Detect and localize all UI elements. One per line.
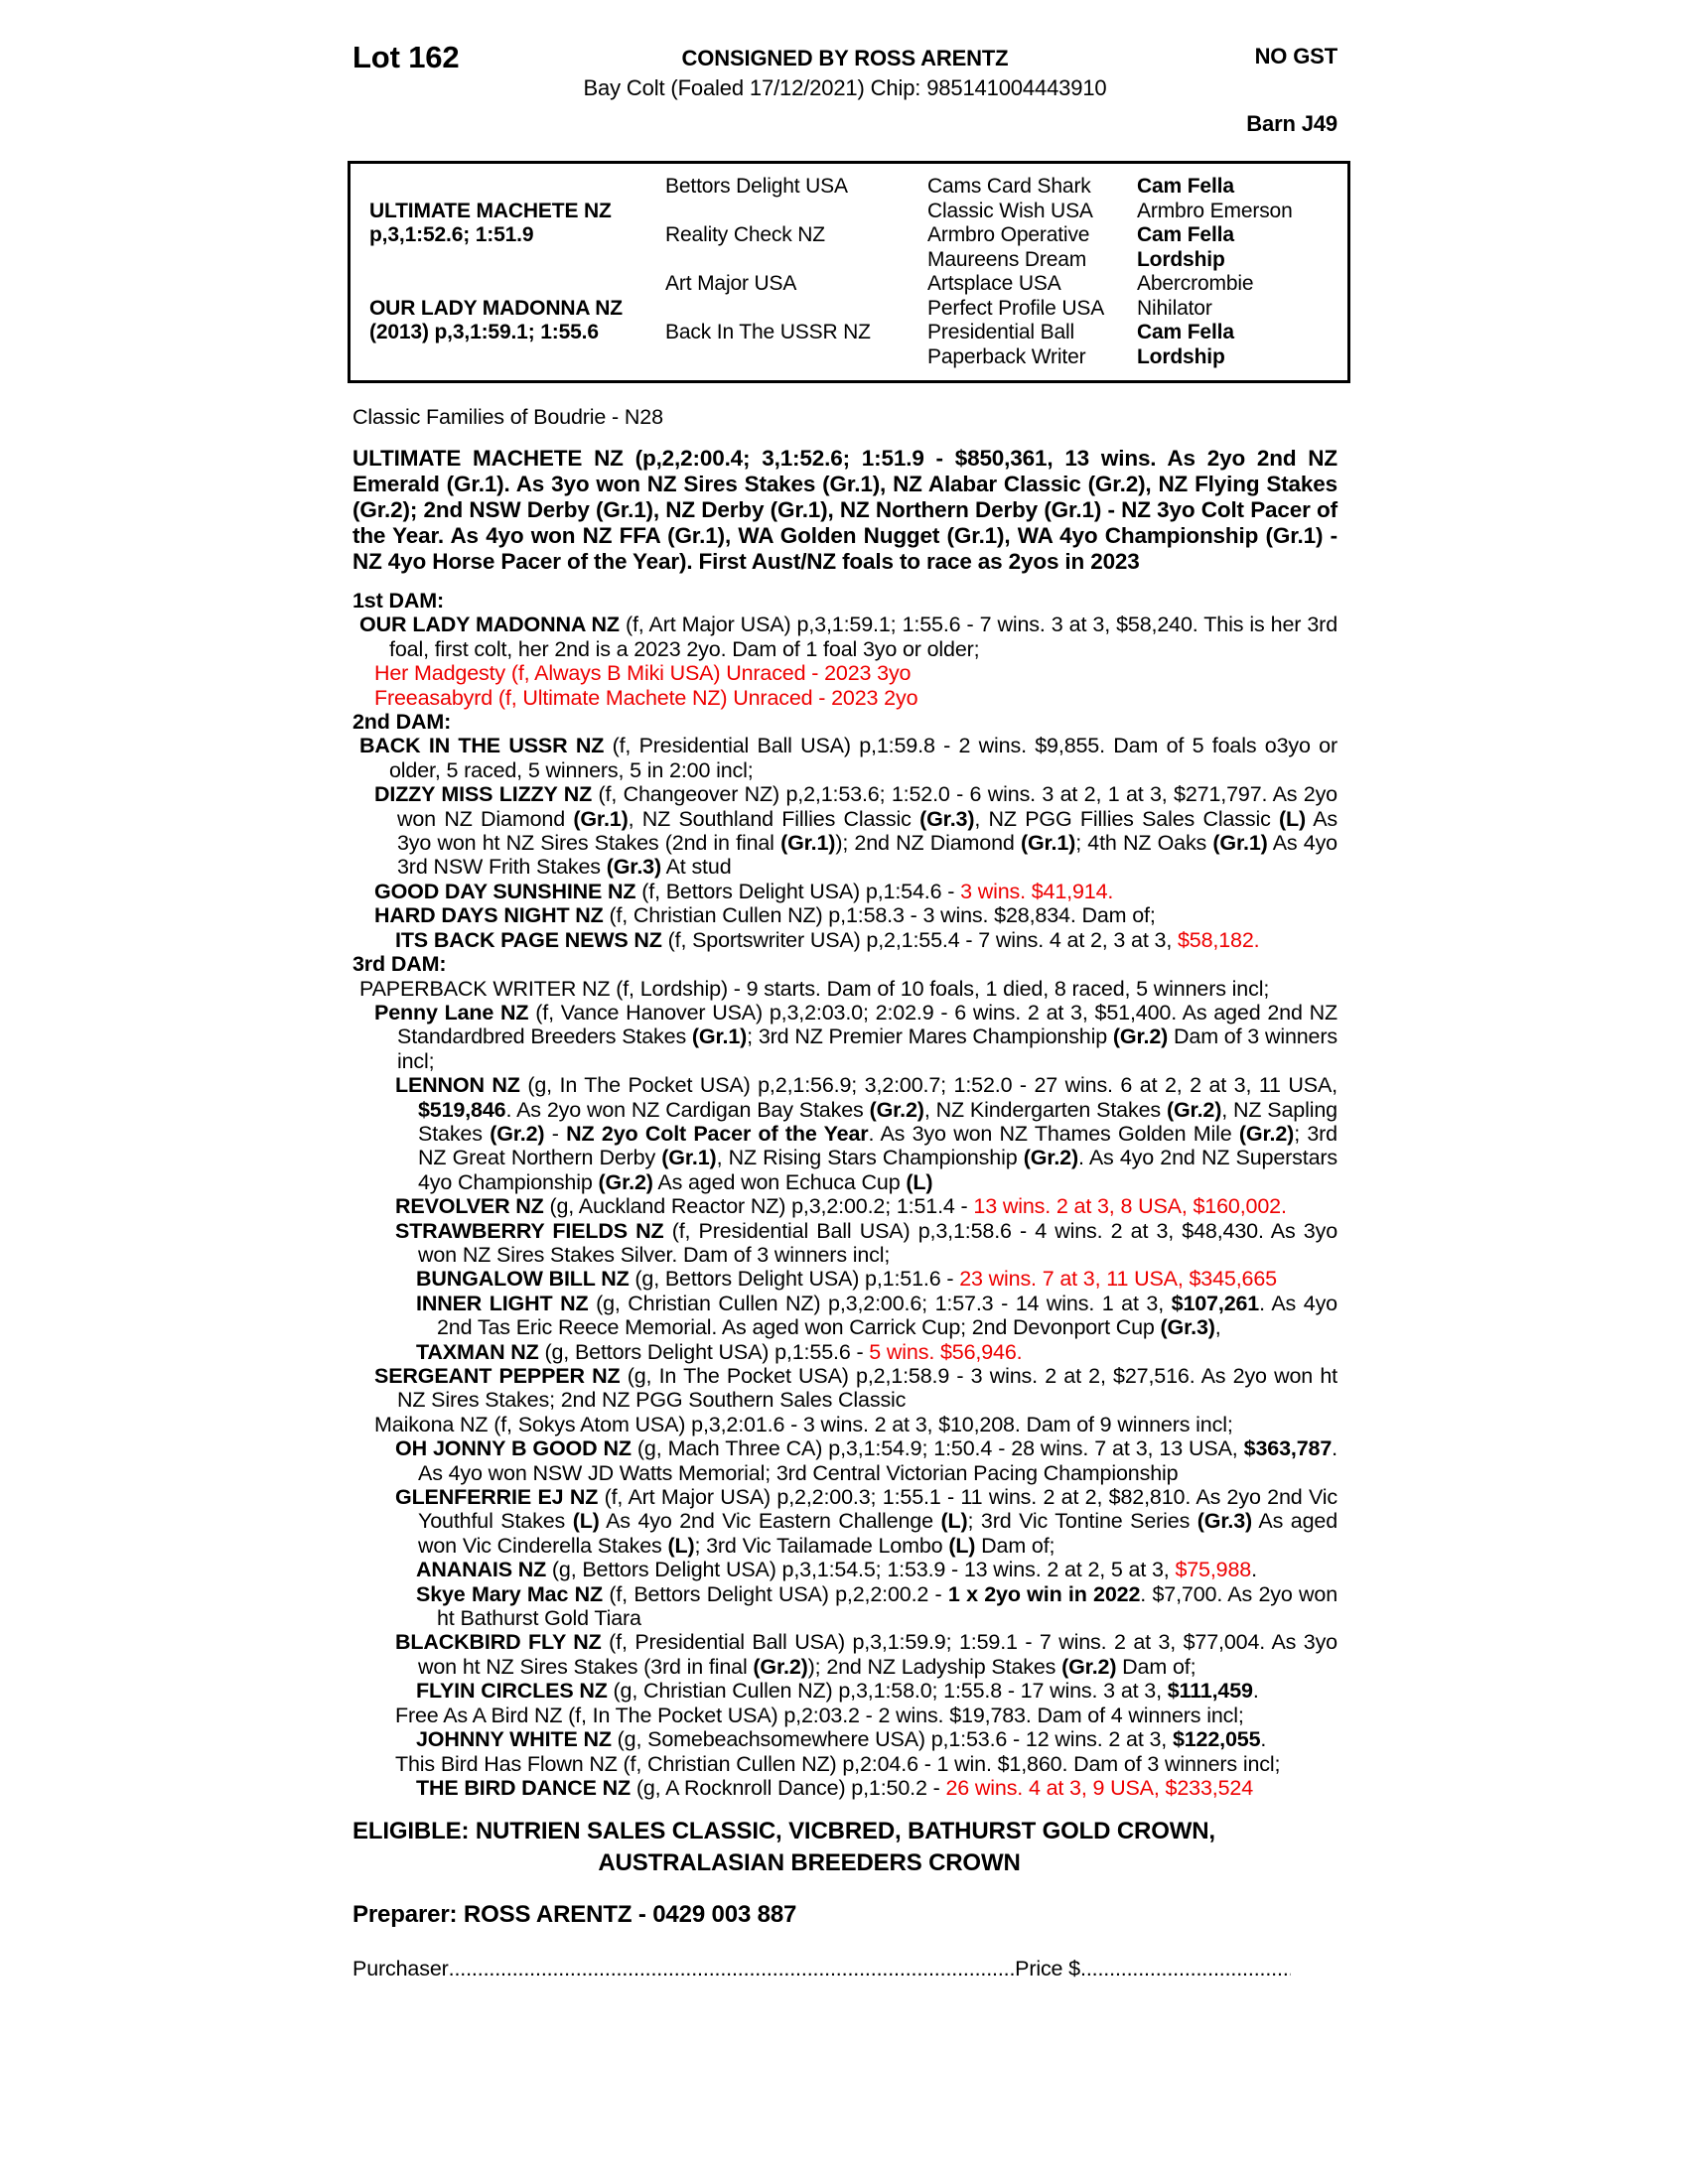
entry-the-bird-dance: THE BIRD DANCE NZ (g, A Rocknroll Dance)… xyxy=(416,1775,1253,1800)
entry-oh-jonny-b-good: OH JONNY B GOOD NZ (g, Mach Three CA) p,… xyxy=(395,1436,1337,1485)
eligibility-block: ELIGIBLE: NUTRIEN SALES CLASSIC, VICBRED… xyxy=(352,1816,1337,1879)
entry-bungalow-bill: BUNGALOW BILL NZ (g, Bettors Delight USA… xyxy=(416,1267,1277,1292)
header: Lot 162 CONSIGNED BY ROSS ARENTZ NO GST xyxy=(352,40,1337,75)
entry-glenferrie-ej: GLENFERRIE EJ NZ (f, Art Major USA) p,2,… xyxy=(395,1485,1338,1558)
consignor-title: CONSIGNED BY ROSS ARENTZ xyxy=(681,46,1009,70)
pedigree-cell: Bettors Delight USA xyxy=(665,175,848,198)
entry-lennon: LENNON NZ (g, In The Pocket USA) p,2,1:5… xyxy=(395,1073,1337,1194)
dam-header-3: 3rd DAM: xyxy=(352,952,447,977)
entry-sergeant-pepper: SERGEANT PEPPER NZ (g, In The Pocket USA… xyxy=(374,1364,1337,1413)
pedigree-row: Maureens Dream Lordship xyxy=(351,248,1347,273)
pedigree-cell: Armbro Operative xyxy=(927,223,1090,246)
price-blank-line: ........................................… xyxy=(1080,1957,1291,1981)
entry-skye-mary-mac: Skye Mary Mac NZ (f, Bettors Delight USA… xyxy=(416,1581,1337,1631)
pedigree-row: (2013) p,3,1:59.1; 1:55.6 Back In The USS… xyxy=(351,321,1347,345)
pedigree-cell: Cam Fella xyxy=(1137,321,1234,343)
pedigree-row: ULTIMATE MACHETE NZ Classic Wish USA Armbr… xyxy=(351,200,1347,224)
pedigree-cell: Cam Fella xyxy=(1137,223,1234,246)
pedigree-cell: Armbro Emerson xyxy=(1137,199,1293,222)
pedigree-cell: (2013) p,3,1:59.1; 1:55.6 xyxy=(369,321,599,343)
entry-this-bird-has-flown: This Bird Has Flown NZ (f, Christian Cul… xyxy=(395,1751,1281,1776)
entry-paperback-writer: PAPERBACK WRITER NZ (f, Lordship) - 9 st… xyxy=(359,976,1270,1001)
entry-good-day-sunshine: GOOD DAY SUNSHINE NZ (f, Bettors Delight… xyxy=(374,879,1114,903)
pedigree-cell: Lordship xyxy=(1137,247,1225,271)
entry-blackbird-fly: BLACKBIRD FLY NZ (f, Presidential Ball U… xyxy=(395,1630,1337,1679)
horse-description: Bay Colt (Foaled 17/12/2021) Chip: 98514… xyxy=(583,75,1107,100)
price-label: Price $ xyxy=(1015,1957,1080,1981)
pedigree-cell: Nihilator xyxy=(1137,296,1212,320)
pedigree-cell: Reality Check NZ xyxy=(665,223,825,246)
entry-revolver: REVOLVER NZ (g, Auckland Reactor NZ) p,3… xyxy=(395,1194,1287,1219)
pedigree-cell xyxy=(665,248,927,273)
pedigree-entries: 1st DAM: OUR LADY MADONNA NZ (f, Art Majo… xyxy=(352,589,1337,1800)
pedigree-cell: Art Major USA xyxy=(665,272,797,295)
pedigree-cell xyxy=(369,345,665,370)
purchaser-blank-line: ........................................… xyxy=(448,1957,1016,1981)
pedigree-cell: Maureens Dream xyxy=(927,247,1087,271)
pedigree-cell: Lordship xyxy=(1137,344,1225,368)
entry-back-in-the-ussr: BACK IN THE USSR NZ (f, Presidential Bal… xyxy=(359,734,1337,782)
entry-johnny-white: JOHNNY WHITE NZ (g, Somebeachsomewhere U… xyxy=(416,1727,1267,1752)
barn-number: Barn J49 xyxy=(1246,111,1337,136)
pedigree-cell xyxy=(369,248,665,273)
entry-strawberry-fields: STRAWBERRY FIELDS NZ (f, Presidential Ba… xyxy=(395,1218,1337,1267)
entry-free-as-a-bird: Free As A Bird NZ (f, In The Pocket USA)… xyxy=(395,1703,1244,1727)
gst-status: NO GST xyxy=(1254,44,1338,68)
purchaser-label: Purchaser xyxy=(352,1957,449,1981)
pedigree-cell: ULTIMATE MACHETE NZ xyxy=(369,199,612,222)
eligibility-line-2: AUSTRALASIAN BREEDERS CROWN xyxy=(598,1849,1021,1877)
pedigree-cell: Classic Wish USA xyxy=(927,199,1093,222)
entry-our-lady-madonna: OUR LADY MADONNA NZ (f, Art Major USA) p… xyxy=(359,613,1337,661)
dam-header-1: 1st DAM: xyxy=(352,589,444,613)
pedigree-cell: Artsplace USA xyxy=(927,272,1061,295)
entry-its-back-page-news: ITS BACK PAGE NEWS NZ (f, Sportswriter U… xyxy=(395,927,1260,952)
eligibility-line-1: ELIGIBLE: NUTRIEN SALES CLASSIC, VICBRED… xyxy=(352,1818,1215,1845)
pedigree-cell xyxy=(665,345,927,370)
pedigree-cell: Cam Fella xyxy=(1137,175,1234,198)
pedigree-table: Bettors Delight USA Cams Card Shark Cam Fe… xyxy=(348,161,1350,383)
pedigree-cell xyxy=(369,272,665,297)
pedigree-cell: Perfect Profile USA xyxy=(927,296,1105,320)
family-note: Classic Families of Boudrie - N28 xyxy=(352,405,663,429)
entry-hard-days-night: HARD DAYS NIGHT NZ (f, Christian Cullen … xyxy=(374,903,1156,928)
pedigree-cell: Abercrombie xyxy=(1137,272,1254,295)
entry-penny-lane: Penny Lane NZ (f, Vance Hanover USA) p,3… xyxy=(374,1000,1337,1073)
entry-inner-light: INNER LIGHT NZ (g, Christian Cullen NZ) … xyxy=(416,1291,1337,1340)
pedigree-cell: Paperback Writer xyxy=(927,344,1086,368)
pedigree-cell: Presidential Ball xyxy=(927,321,1075,343)
pedigree-cell xyxy=(369,175,665,200)
lot-number: Lot 162 xyxy=(352,40,460,74)
pedigree-row: OUR LADY MADONNA NZ Perfect Profile USA Ni… xyxy=(351,297,1347,322)
pedigree-row: Art Major USA Artsplace USA Abercrombie xyxy=(351,272,1347,297)
preparer-line: Preparer: ROSS ARENTZ - 0429 003 887 xyxy=(352,1901,797,1929)
pedigree-row: p,3,1:52.6; 1:51.9 Reality Check NZ Armbro… xyxy=(351,223,1347,248)
entry-taxman: TAXMAN NZ (g, Bettors Delight USA) p,1:5… xyxy=(416,1339,1023,1364)
entry-dizzy-miss-lizzy: DIZZY MISS LIZZY NZ (f, Changeover NZ) p… xyxy=(374,782,1337,880)
pedigree-row: Paperback Writer Lordship xyxy=(351,345,1347,370)
pedigree-cell: p,3,1:52.6; 1:51.9 xyxy=(369,223,534,246)
dam-header-2: 2nd DAM: xyxy=(352,710,452,735)
pedigree-row: Bettors Delight USA Cams Card Shark Cam Fe… xyxy=(351,175,1347,200)
pedigree-cell xyxy=(665,297,927,322)
entry-freeasabyrd: Freeasabyrd (f, Ultimate Machete NZ) Unr… xyxy=(374,685,918,710)
pedigree-cell: OUR LADY MADONNA NZ xyxy=(369,296,623,320)
purchase-form-line: Purchaser...............................… xyxy=(352,1957,1291,1981)
entry-flyin-circles: FLYIN CIRCLES NZ (g, Christian Cullen NZ… xyxy=(416,1679,1259,1704)
pedigree-cell: Back In The USSR NZ xyxy=(665,321,871,343)
pedigree-cell xyxy=(665,200,927,224)
entry-her-madgesty: Her Madgesty (f, Always B Miki USA) Unra… xyxy=(374,661,912,686)
pedigree-cell: Cams Card Shark xyxy=(927,175,1091,198)
entry-ananais: ANANAIS NZ (g, Bettors Delight USA) p,3,… xyxy=(416,1558,1257,1582)
entry-maikona: Maikona NZ (f, Sokys Atom USA) p,3,2:01.… xyxy=(374,1412,1233,1436)
page-content: Lot 162 CONSIGNED BY ROSS ARENTZ NO GST … xyxy=(348,40,1350,1981)
sire-summary: ULTIMATE MACHETE NZ (p,2,2:00.4; 3,1:52.… xyxy=(352,446,1337,574)
